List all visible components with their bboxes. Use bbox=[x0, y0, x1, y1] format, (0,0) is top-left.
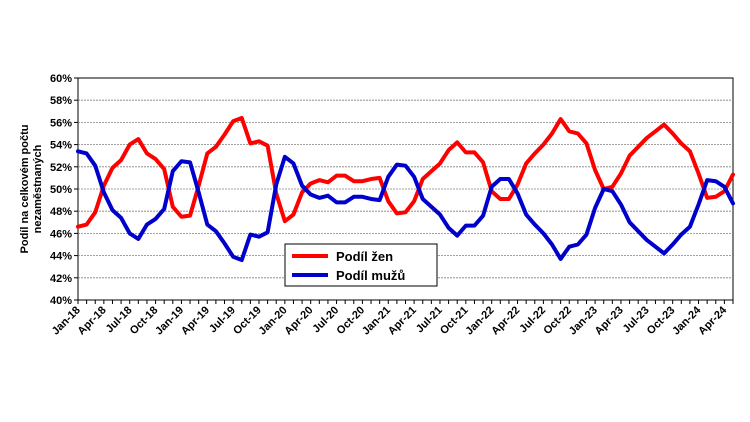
legend-entry: Podíl mužů bbox=[336, 268, 405, 283]
y-tick-label: 44% bbox=[50, 251, 72, 263]
y-tick-label: 60% bbox=[50, 73, 72, 85]
y-tick-label: 46% bbox=[50, 228, 72, 240]
y-axis-title-line: Podíl na celkovém počtu bbox=[19, 125, 31, 254]
y-tick-label: 42% bbox=[50, 273, 72, 285]
y-tick-label: 40% bbox=[50, 295, 72, 307]
legend: Podíl žen Podíl mužů bbox=[284, 243, 438, 287]
series-line-1 bbox=[76, 149, 735, 263]
x-tick-label: Apr-22 bbox=[489, 304, 522, 337]
x-tick-label: Apr-23 bbox=[593, 304, 626, 337]
series-lines bbox=[76, 115, 735, 263]
x-tick-label: Apr-24 bbox=[696, 304, 730, 338]
series-line-0 bbox=[76, 115, 735, 229]
x-tick-label: Apr-21 bbox=[386, 304, 419, 337]
x-tick-label: Apr-18 bbox=[76, 304, 109, 337]
x-tick-label: Apr-19 bbox=[179, 304, 212, 337]
y-axis-title-line: nezaměstnaných bbox=[32, 144, 44, 233]
y-tick-label: 50% bbox=[50, 184, 72, 196]
x-tick-label: Apr-20 bbox=[282, 304, 315, 337]
y-tick-label: 52% bbox=[50, 162, 72, 174]
y-tick-label: 58% bbox=[50, 95, 72, 107]
y-axis-title: Podíl na celkovém počtu nezaměstnaných bbox=[19, 125, 44, 254]
legend-box bbox=[284, 243, 438, 287]
legend-entry: Podíl žen bbox=[336, 249, 393, 264]
y-tick-label: 48% bbox=[50, 206, 72, 218]
y-tick-label: 56% bbox=[50, 117, 72, 129]
y-tick-label: 54% bbox=[50, 140, 72, 152]
